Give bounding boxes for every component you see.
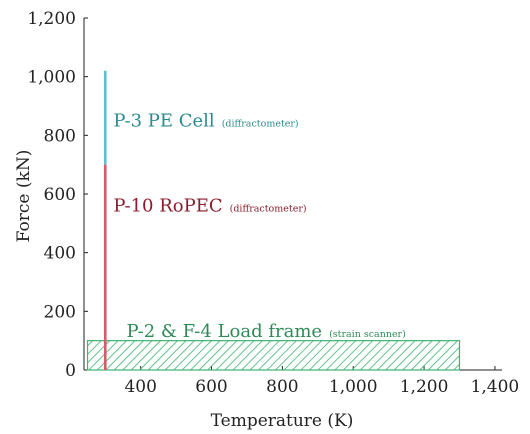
x-tick-label-5: 1,400 bbox=[471, 377, 520, 397]
x-tick-label-2: 800 bbox=[266, 377, 298, 397]
x-tick-label-1: 600 bbox=[195, 377, 227, 397]
annotation-main-1: P-3 PE Cell bbox=[113, 111, 215, 132]
annotation-0: P-2 & F-4 Load frame (strain scanner) bbox=[127, 321, 406, 342]
y-tick-label-1: 200 bbox=[44, 302, 76, 322]
y-tick-label-4: 800 bbox=[44, 126, 76, 146]
y-tick-label-0: 0 bbox=[65, 361, 76, 381]
y-axis-label: Force (kN) bbox=[14, 150, 34, 243]
x-tick-label-3: 1,000 bbox=[329, 377, 378, 397]
annotation-sub-2: (diffractometer) bbox=[230, 204, 307, 215]
annotation-main-2: P-10 RoPEC bbox=[113, 196, 222, 217]
annotation-sub-0: (strain scanner) bbox=[329, 329, 406, 340]
y-tick-label-5: 1,000 bbox=[27, 68, 76, 88]
x-tick-label-0: 400 bbox=[124, 377, 156, 397]
annotation-2: P-10 RoPEC (diffractometer) bbox=[113, 196, 306, 217]
x-tick-label-4: 1,200 bbox=[400, 377, 449, 397]
y-tick-label-2: 400 bbox=[44, 244, 76, 264]
x-axis-label: Temperature (K) bbox=[211, 411, 354, 431]
annotation-main-0: P-2 & F-4 Load frame bbox=[127, 321, 323, 342]
load-frame-region bbox=[86, 340, 461, 371]
annotation-1: P-3 PE Cell (diffractometer) bbox=[113, 111, 298, 132]
y-tick-label-3: 600 bbox=[44, 185, 76, 205]
y-tick-label-6: 1,200 bbox=[27, 9, 76, 29]
annotation-sub-1: (diffractometer) bbox=[222, 119, 299, 130]
